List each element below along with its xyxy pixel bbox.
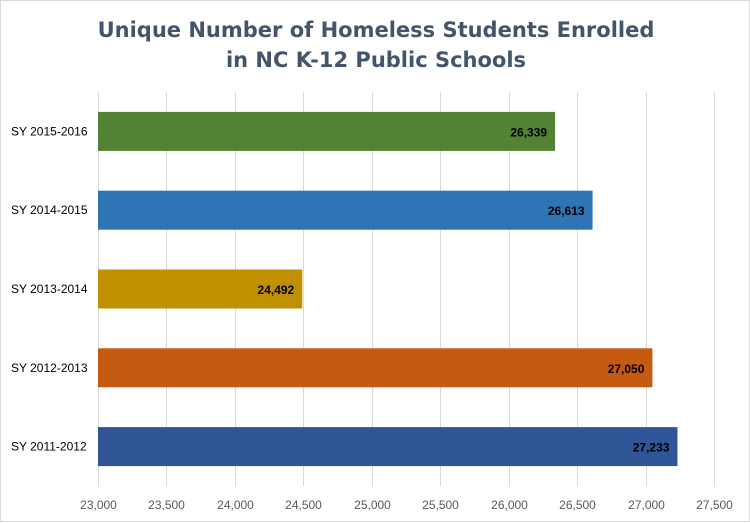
x-tick-label: 27,000 [628,498,665,512]
x-tick-label: 25,000 [354,498,391,512]
chart-title-line-2: in NC K-12 Public Schools [225,48,527,72]
x-tick-label: 26,500 [559,498,596,512]
bar [98,190,593,230]
category-label: SY 2011-2012 [11,440,87,454]
data-label: 26,339 [510,125,547,139]
x-tick-label: 24,500 [285,498,322,512]
category-label: SY 2012-2013 [11,361,88,375]
category-label: SY 2015-2016 [11,124,88,138]
data-label: 24,492 [258,283,295,297]
data-label: 27,233 [633,441,670,455]
category-label: SY 2013-2014 [11,282,88,296]
x-tick-label: 27,500 [696,498,733,512]
chart-title-line-1: Unique Number of Homeless Students Enrol… [97,18,655,42]
x-axis-ticks: 23,000 23,500 24,000 24,500 25,000 25,500 26,0… [80,498,733,512]
x-tick-label: 25,500 [422,498,459,512]
bars: 26,339 26,613 24,492 27,050 27,233 [98,111,678,467]
x-tick-label: 23,000 [80,498,117,512]
y-axis-categories: SY 2015-2016 SY 2014-2015 SY 2013-2014 SY 2… [11,124,88,453]
x-tick-label: 24,000 [217,498,254,512]
category-label: SY 2014-2015 [11,203,88,217]
x-tick-label: 26,000 [491,498,528,512]
data-label: 27,050 [608,362,645,376]
data-label: 26,613 [548,204,585,218]
chart-title: Unique Number of Homeless Students Enrol… [1,15,750,75]
bar [98,111,556,151]
x-tick-label: 23,500 [148,498,185,512]
bar [98,427,678,467]
bar [98,269,303,309]
bar [98,348,653,388]
